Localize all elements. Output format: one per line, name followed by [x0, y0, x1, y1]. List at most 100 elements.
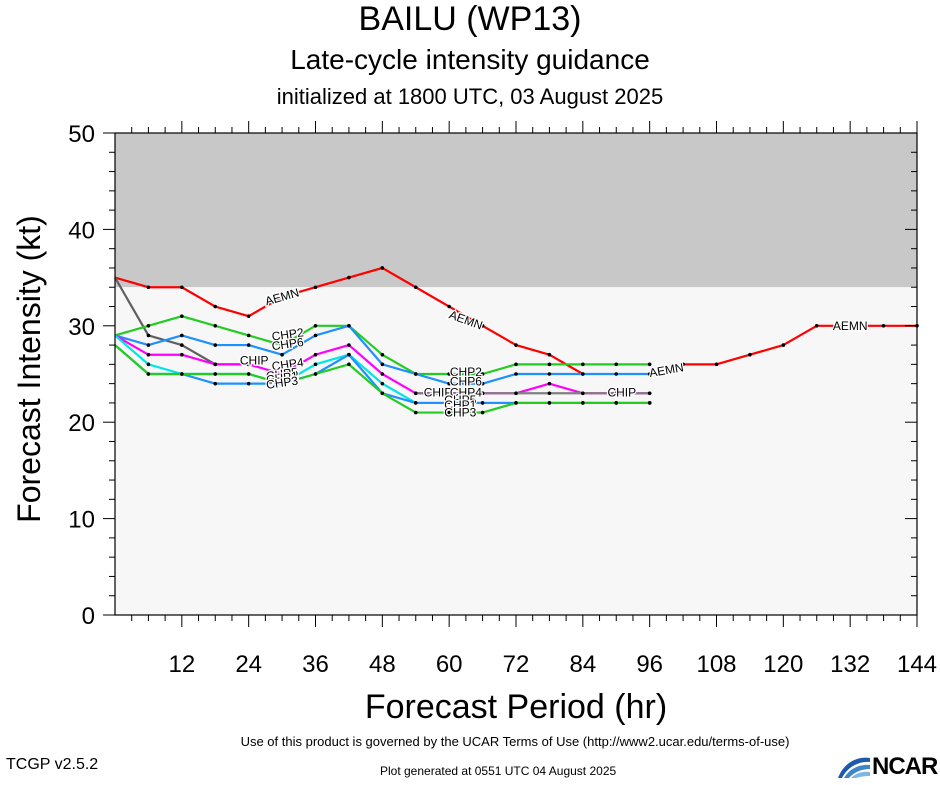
data-point: [714, 362, 719, 367]
data-point: [413, 401, 418, 405]
data-point: [581, 372, 585, 376]
data-point: [781, 343, 786, 347]
data-point: [413, 285, 418, 290]
data-point: [280, 352, 284, 357]
data-point: [180, 314, 184, 318]
series-chp3: [114, 344, 652, 415]
data-point: [748, 352, 752, 357]
data-point: [480, 372, 485, 376]
data-point: [380, 362, 385, 367]
series-line: [683, 324, 917, 366]
data-point: [246, 381, 251, 386]
data-point: [380, 352, 385, 357]
data-point: [614, 391, 619, 396]
line-label: CHP3: [265, 373, 299, 391]
data-point: [447, 381, 451, 386]
data-point: [413, 391, 418, 396]
data-point: [380, 381, 385, 386]
data-point: [881, 324, 886, 328]
chart-title: BAILU (WP13): [358, 0, 582, 38]
data-point: [380, 372, 385, 376]
line-label: CHP6: [271, 335, 305, 353]
data-point: [447, 391, 451, 396]
data-point: [146, 362, 151, 367]
data-point: [547, 372, 552, 376]
x-tick-label: 96: [636, 651, 663, 678]
x-tick-label: 60: [436, 651, 463, 678]
line-label: CHP6: [450, 375, 482, 389]
data-point: [480, 391, 485, 396]
data-point: [180, 372, 184, 376]
line-label: CHP2: [271, 325, 305, 343]
data-point: [547, 362, 552, 367]
data-point: [547, 401, 552, 405]
x-tick-label: 84: [569, 651, 596, 678]
ncar-logo-text: NCAR: [872, 753, 938, 780]
data-point: [347, 324, 351, 328]
data-point: [313, 333, 318, 338]
data-point: [313, 324, 318, 328]
x-tick-label: 48: [369, 651, 396, 678]
data-point: [614, 372, 619, 376]
data-point: [146, 285, 151, 290]
line-label: CHP1: [265, 369, 299, 387]
data-point: [380, 391, 385, 396]
x-tick-label: 132: [830, 651, 870, 678]
line-label: CHIP: [607, 385, 636, 399]
y-tick-label: 10: [68, 507, 95, 534]
data-point: [480, 324, 485, 328]
x-tick-label: 24: [235, 651, 262, 678]
data-point: [614, 362, 619, 367]
data-point: [213, 362, 218, 367]
line-label: CHP4: [450, 385, 482, 399]
data-point: [313, 372, 318, 376]
version-label: TCGP v2.5.2: [6, 756, 99, 773]
data-point: [313, 352, 318, 357]
data-point: [246, 362, 251, 367]
data-point: [213, 304, 218, 309]
data-point: [647, 362, 652, 367]
y-tick-label: 30: [68, 314, 95, 341]
data-point: [313, 362, 318, 367]
y-tick-label: 40: [68, 217, 95, 244]
data-point: [447, 304, 451, 309]
data-point: [347, 362, 351, 367]
data-point: [514, 362, 518, 367]
ncar-logo: NCAR: [836, 752, 940, 780]
data-point: [280, 381, 284, 386]
data-point: [447, 372, 451, 376]
data-point: [246, 343, 251, 347]
data-point: [146, 343, 151, 347]
data-point: [180, 352, 184, 357]
data-point: [213, 343, 218, 347]
data-point: [213, 324, 218, 328]
data-point: [681, 362, 685, 367]
intensity-band-1: [115, 287, 917, 615]
line-label: CHP2: [450, 365, 482, 379]
data-point: [146, 372, 151, 376]
line-label: CHP3: [444, 406, 476, 420]
data-point: [246, 333, 251, 338]
data-point: [213, 372, 218, 376]
x-tick-label: 36: [302, 651, 329, 678]
generated-timestamp: Plot generated at 0551 UTC 04 August 202…: [380, 764, 617, 778]
data-point: [413, 372, 418, 376]
data-point: [280, 295, 284, 299]
data-point: [514, 401, 518, 405]
data-point: [380, 266, 385, 270]
data-point: [647, 372, 652, 376]
data-point: [514, 391, 518, 396]
band-label: TS: [137, 90, 157, 107]
data-point: [614, 401, 619, 405]
x-tick-label: 72: [503, 651, 530, 678]
data-point: [447, 410, 451, 415]
x-tick-label: 144: [897, 651, 937, 678]
data-point: [581, 391, 585, 396]
data-point: [246, 314, 251, 318]
data-point: [514, 372, 518, 376]
data-point: [313, 285, 318, 290]
y-axis-label: Forecast Intensity (kt): [11, 215, 47, 523]
series-chp6: [114, 324, 652, 386]
x-tick-label: 12: [168, 651, 195, 678]
